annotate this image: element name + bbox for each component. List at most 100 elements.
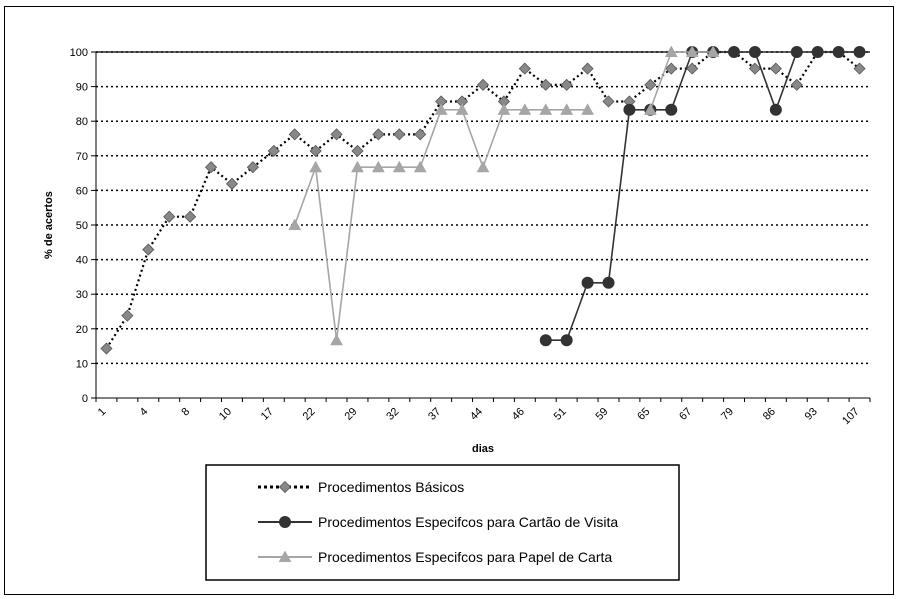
data-point bbox=[643, 103, 657, 115]
legend-label: Procedimentos Especifcos para Cartão de … bbox=[318, 514, 618, 530]
legend-marker bbox=[279, 516, 291, 528]
data-point bbox=[518, 62, 531, 75]
data-point bbox=[832, 46, 845, 58]
axes: 0 10 20 30 40 50 60 70 80 90 100 1 4 8 10 17 22 29 32 37 44 4… bbox=[70, 47, 871, 427]
series-line bbox=[105, 50, 861, 350]
x-tick-label: 22 bbox=[301, 406, 318, 423]
data-point bbox=[225, 177, 239, 190]
data-point bbox=[351, 160, 364, 173]
data-point bbox=[664, 45, 678, 58]
y-tick-label: 20 bbox=[76, 324, 88, 336]
chart-frame bbox=[4, 6, 894, 595]
y-tick-label: 0 bbox=[82, 393, 88, 405]
data-point bbox=[309, 144, 322, 158]
data-point bbox=[539, 103, 553, 115]
series-cartao bbox=[539, 46, 866, 347]
data-point bbox=[581, 276, 594, 289]
y-tick-label: 50 bbox=[76, 220, 88, 232]
data-point bbox=[246, 161, 259, 174]
data-point bbox=[665, 62, 678, 75]
data-point bbox=[790, 78, 803, 91]
x-axis-label: dias bbox=[472, 443, 494, 455]
data-point bbox=[330, 333, 343, 346]
data-point bbox=[581, 103, 595, 115]
legend: Procedimentos Básicos Procedimentos Espec… bbox=[205, 464, 680, 581]
data-point bbox=[497, 103, 511, 115]
data-point bbox=[309, 160, 323, 173]
data-point bbox=[602, 276, 615, 289]
data-point bbox=[413, 160, 427, 173]
data-point bbox=[748, 46, 761, 58]
data-point bbox=[665, 103, 678, 116]
data-point bbox=[184, 210, 197, 223]
x-tick-label: 44 bbox=[468, 406, 485, 423]
data-point bbox=[121, 309, 134, 322]
y-tick-label: 40 bbox=[76, 255, 88, 267]
data-point bbox=[581, 62, 594, 75]
series bbox=[100, 45, 866, 355]
data-point bbox=[414, 128, 427, 141]
data-point bbox=[518, 103, 532, 115]
data-point bbox=[476, 160, 490, 173]
y-tick-label: 90 bbox=[76, 82, 88, 94]
legend-marker bbox=[278, 480, 292, 494]
data-point bbox=[769, 62, 782, 75]
y-tick-label: 100 bbox=[70, 47, 88, 59]
x-tick-label: 59 bbox=[593, 406, 610, 423]
data-point bbox=[455, 103, 469, 115]
x-tick-label: 79 bbox=[719, 406, 736, 423]
x-tick-label: 65 bbox=[635, 406, 652, 423]
data-point bbox=[790, 46, 803, 58]
data-point bbox=[853, 62, 866, 75]
data-point bbox=[539, 334, 552, 347]
x-tick-label: 37 bbox=[426, 406, 443, 423]
y-tick-label: 30 bbox=[76, 289, 88, 301]
y-tick-label: 80 bbox=[76, 116, 88, 128]
data-point bbox=[393, 128, 406, 141]
data-point bbox=[853, 46, 866, 58]
y-tick-label: 60 bbox=[76, 185, 88, 197]
data-point bbox=[706, 45, 720, 58]
data-point bbox=[288, 218, 302, 231]
data-point bbox=[434, 103, 448, 115]
data-point bbox=[728, 46, 741, 58]
data-point bbox=[811, 46, 824, 58]
data-point bbox=[100, 342, 113, 355]
x-tick-label: 32 bbox=[384, 406, 401, 423]
x-tick-label: 17 bbox=[259, 406, 276, 423]
x-tick-label: 86 bbox=[761, 406, 778, 423]
legend-label: Procedimentos Especifcos para Papel de C… bbox=[318, 549, 612, 565]
data-point bbox=[560, 334, 573, 347]
x-tick-label: 93 bbox=[803, 406, 820, 423]
data-point bbox=[204, 161, 218, 174]
data-point bbox=[288, 128, 301, 141]
x-tick-label: 1 bbox=[96, 406, 109, 419]
series-basicos bbox=[100, 45, 866, 355]
data-point bbox=[602, 95, 615, 108]
x-tick-label: 10 bbox=[217, 406, 234, 423]
legend-label: Procedimentos Básicos bbox=[318, 479, 464, 495]
data-point bbox=[686, 62, 699, 75]
gridlines bbox=[96, 51, 870, 365]
data-point bbox=[539, 78, 552, 91]
data-point bbox=[267, 144, 280, 158]
data-point bbox=[351, 144, 364, 158]
legend-marker bbox=[278, 550, 292, 563]
series-line bbox=[545, 51, 860, 342]
data-point bbox=[560, 103, 574, 115]
data-point bbox=[560, 78, 573, 91]
series-line bbox=[649, 51, 714, 111]
data-point bbox=[748, 62, 762, 75]
data-point bbox=[769, 103, 782, 116]
data-point bbox=[476, 78, 490, 91]
y-tick-label: 10 bbox=[76, 358, 88, 370]
data-point bbox=[330, 128, 343, 141]
x-tick-label: 46 bbox=[510, 406, 527, 423]
x-tick-label: 67 bbox=[677, 406, 694, 423]
data-point bbox=[685, 45, 699, 58]
x-tick-label: 8 bbox=[179, 406, 192, 419]
data-point bbox=[372, 128, 385, 141]
y-axis-label: % de acertos bbox=[43, 191, 55, 259]
y-tick-label: 70 bbox=[76, 151, 88, 163]
x-tick-label: 4 bbox=[138, 406, 151, 419]
